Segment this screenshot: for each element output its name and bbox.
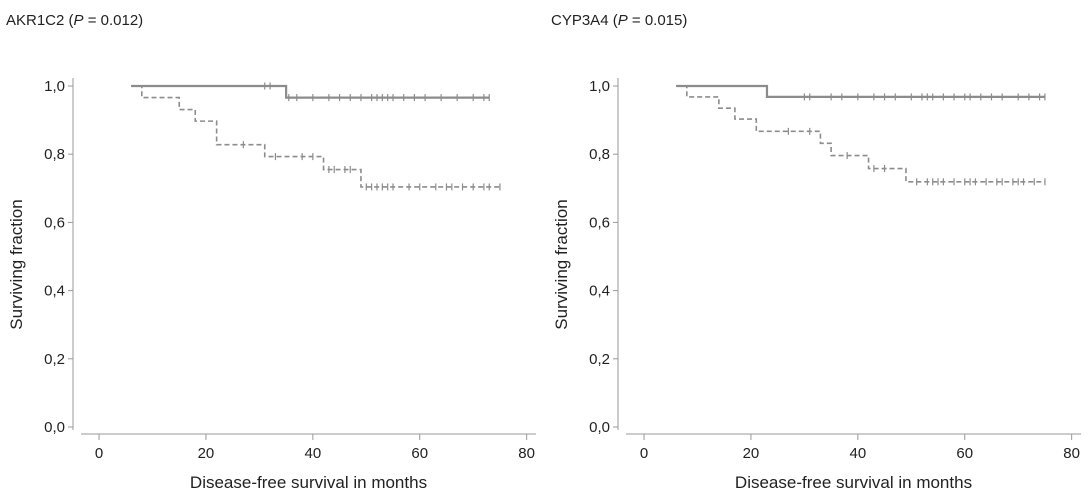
- x-tick-label: 0: [95, 445, 103, 462]
- x-tick-label: 40: [850, 445, 867, 462]
- km-curve-solid: [676, 84, 1045, 99]
- y-axis-title: Surviving fraction: [7, 199, 26, 329]
- km-chart-cyp3a4: 0,0 0,2 0,4 0,6 0,8 1,0 0 20 40 60 80 Disease-free …: [552, 78, 1081, 492]
- km-panel-cyp3a4: CYP3A4 (P = 0.015) 0,0 0,2 0,4 0,6 0,8 1,0 0 20…: [545, 0, 1089, 492]
- x-tick-label: 60: [411, 445, 428, 462]
- x-tick-label: 40: [305, 445, 322, 462]
- y-tick-label: 0,2: [44, 351, 65, 368]
- panel-title: AKR1C2 (P = 0.012): [6, 12, 144, 29]
- y-tick-label: 0,0: [44, 419, 65, 436]
- y-axis-title: Surviving fraction: [552, 199, 571, 329]
- x-tick-label: 80: [518, 445, 535, 462]
- y-tick-label: 0,4: [44, 283, 65, 300]
- y-tick-label: 0,0: [589, 419, 610, 436]
- km-panel-akr1c2: AKR1C2 (P = 0.012) 0,0 0,2 0,4 0,6 0,8 1,0 0 20…: [0, 0, 544, 492]
- y-tick-label: 0,2: [589, 351, 610, 368]
- x-tick-label: 60: [956, 445, 973, 462]
- km-curve-solid: [131, 84, 490, 99]
- y-tick-label: 0,6: [44, 214, 65, 231]
- y-tick-label: 1,0: [44, 78, 65, 95]
- km-curve-dashed: [676, 85, 1045, 183]
- x-tick-label: 0: [640, 445, 648, 462]
- x-axis-title: Disease-free survival in months: [190, 473, 427, 492]
- x-axis-title: Disease-free survival in months: [735, 473, 972, 492]
- y-tick-label: 0,8: [589, 146, 610, 163]
- panel-title: CYP3A4 (P = 0.015): [551, 12, 688, 29]
- km-curve-dashed: [131, 85, 500, 188]
- x-tick-label: 80: [1063, 445, 1080, 462]
- km-chart-akr1c2: 0,0 0,2 0,4 0,6 0,8 1,0 0 20 40 60 80 Disease-free …: [7, 78, 536, 492]
- y-tick-label: 0,8: [44, 146, 65, 163]
- y-tick-label: 0,4: [589, 283, 610, 300]
- x-tick-label: 20: [743, 445, 760, 462]
- y-tick-label: 0,6: [589, 214, 610, 231]
- x-tick-label: 20: [198, 445, 215, 462]
- y-tick-label: 1,0: [589, 78, 610, 95]
